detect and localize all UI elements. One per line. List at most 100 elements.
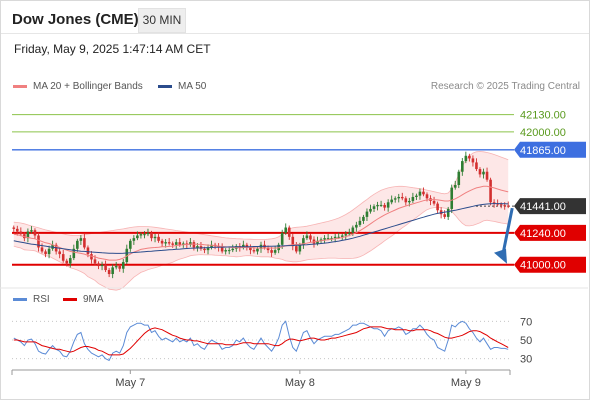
candle-body [273,250,277,253]
candle-body [319,239,323,241]
candle-body [47,248,51,255]
candle-body [369,208,372,212]
candle-body [461,161,464,172]
candle-body [68,258,72,264]
candle-body [224,250,227,252]
candle-body [496,203,499,205]
candle-body [489,179,492,203]
ma20-legend-label: MA 20 + Bollinger Bands [33,81,143,92]
ma50-swatch [158,84,172,88]
candle-body [397,196,401,199]
candle-body [415,195,418,197]
rsi-legend-label: RSI [33,294,50,305]
candle-body [270,250,273,253]
candle-body [446,208,450,217]
candle-body [351,227,355,233]
candle-body [157,236,160,241]
candle-body [192,242,196,248]
x-tick-label-1: May 8 [285,377,315,389]
candle-body [206,247,210,251]
candle-body [65,260,69,264]
candle-body [125,248,129,263]
rsi-ma-line [13,326,509,356]
candle-body [422,191,425,195]
candle-body [309,235,312,240]
candle-body [404,198,408,203]
candle-body [408,200,411,203]
candle-body [316,240,319,244]
candle-body [340,235,344,237]
level-label-1: 42000.00 [520,127,566,139]
candle-body [432,200,436,204]
rsi-swatch [13,297,27,301]
rsi-tick-2: 30 [520,354,532,366]
candle-body [242,244,245,248]
candle-body [383,204,386,208]
candle-body [72,248,76,259]
ma20-swatch [13,84,27,88]
candle-body [450,187,454,209]
candle-body [26,231,30,239]
candle-body [468,155,471,159]
candle-body [118,266,122,269]
candle-body [86,247,90,255]
candle-body [245,244,249,248]
candle-body [143,234,146,236]
candle-body [174,242,178,245]
candle-body [411,196,415,201]
level-label-2: 41865.00 [520,145,566,157]
candle-body [93,259,97,264]
timeframe-button[interactable]: 30 MIN [138,8,186,33]
candle-body [503,205,507,207]
candle-body [90,254,93,260]
candle-body [203,248,206,251]
candle-body [333,236,337,239]
candle-body [471,158,475,163]
ma20-line [13,185,509,261]
candle-body [492,202,496,204]
level-label-3: 41441.00 [520,201,566,213]
candle-body [482,171,485,175]
rsi-ma-swatch [63,297,77,301]
legend-ma50: MA 50 [158,81,206,92]
candle-body [44,251,47,255]
candle-body [305,235,309,239]
candle-body [196,246,199,248]
candle-body [181,243,185,245]
candle-body [347,232,351,235]
report-datetime: Friday, May 9, 2025 1:47:14 AM CET [14,42,211,56]
instrument-title: Dow Jones (CME) [12,11,139,28]
candle-body [344,234,348,236]
candle-body [97,263,100,267]
candle-body [15,228,19,232]
candle-body [337,236,341,238]
candle-body [478,169,482,175]
candle-body [100,264,104,267]
candle-body [284,227,288,233]
candle-body [37,235,40,248]
bollinger-lower-line [13,206,509,291]
candle-body [499,204,503,206]
candle-body [365,211,369,217]
candle-body [326,238,330,240]
candle-body [436,203,439,211]
legend-rsi: RSI [13,294,50,305]
candle-body [150,232,153,239]
candle-body [355,224,358,228]
candle-body [139,234,143,236]
level-label-5: 41000.00 [520,260,566,272]
candle-body [114,266,118,268]
candle-body [132,238,136,241]
rsi-ma-legend-label: 9MA [83,294,104,305]
candle-body [30,230,33,232]
candle-body [33,230,37,236]
candle-body [418,191,422,196]
legend-rsi-ma: 9MA [63,294,104,305]
candle-body [464,155,468,162]
level-tag-3 [514,198,586,215]
candle-body [457,171,461,186]
candle-body [376,204,379,207]
ma50-line [13,203,509,254]
candle-body [425,194,429,199]
candle-body [453,185,457,188]
